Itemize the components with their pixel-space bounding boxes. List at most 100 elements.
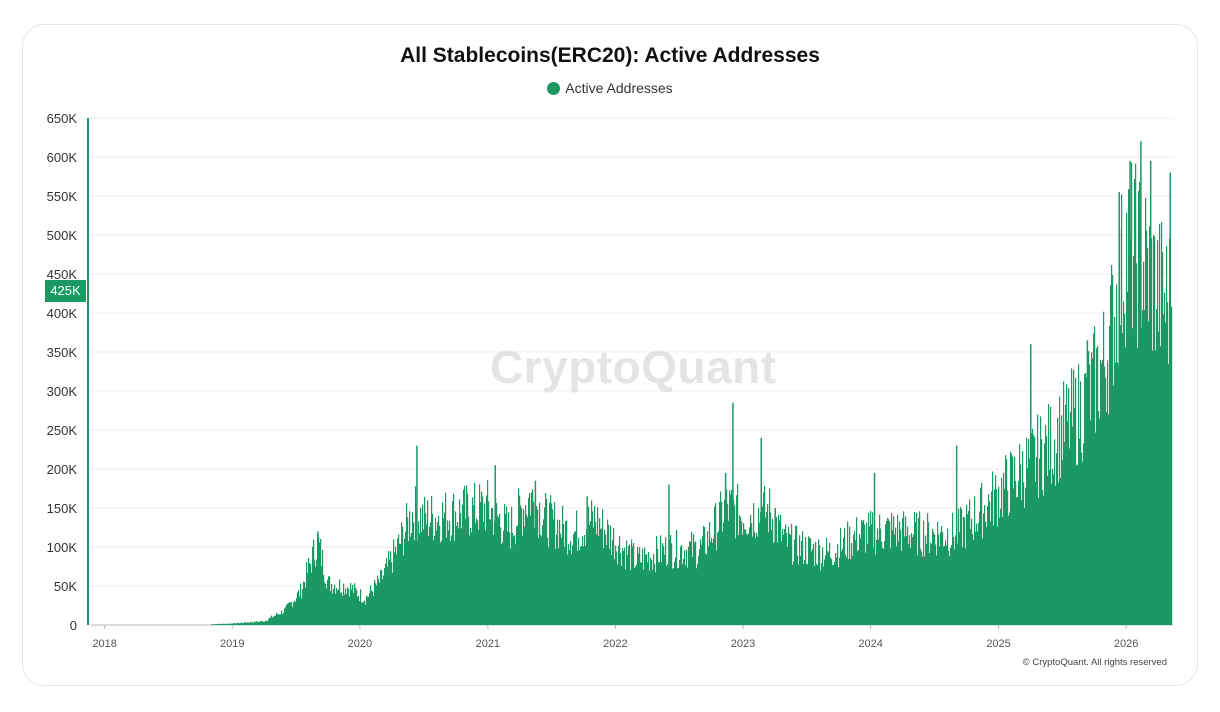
data-bar xyxy=(1102,359,1104,625)
data-bar xyxy=(573,534,575,625)
data-bar xyxy=(932,528,934,625)
data-bar xyxy=(848,559,850,625)
copyright-notice: © CryptoQuant. All rights reserved xyxy=(1022,657,1167,668)
data-bar xyxy=(828,552,830,625)
data-bar xyxy=(832,565,834,625)
data-bar xyxy=(575,531,577,625)
data-bar xyxy=(393,539,395,625)
data-bar xyxy=(491,507,493,625)
data-bar xyxy=(800,555,802,625)
data-bar xyxy=(257,621,259,625)
chart-legend[interactable]: Active Addresses xyxy=(0,80,1220,96)
data-bar xyxy=(537,509,539,625)
data-bar xyxy=(913,534,915,625)
data-bar xyxy=(926,543,928,625)
data-bar xyxy=(520,505,522,625)
data-bar xyxy=(408,541,410,625)
data-bar xyxy=(640,562,642,625)
data-bar xyxy=(869,526,871,625)
data-bar xyxy=(307,572,309,625)
data-bar xyxy=(1163,314,1165,625)
data-bar xyxy=(1077,464,1079,625)
data-bar xyxy=(1092,358,1094,625)
data-bar xyxy=(698,556,700,625)
data-bar xyxy=(459,499,461,625)
data-bar xyxy=(853,534,855,625)
data-bar xyxy=(294,600,296,625)
data-bar xyxy=(855,540,857,625)
data-bar xyxy=(662,543,664,625)
data-bar xyxy=(934,534,936,625)
data-bar xyxy=(323,574,325,625)
data-bar xyxy=(929,553,931,625)
data-bar xyxy=(948,550,950,625)
data-bar xyxy=(717,532,719,625)
data-bar xyxy=(236,623,238,625)
data-bar xyxy=(438,515,440,625)
data-bar xyxy=(389,559,391,625)
data-bar xyxy=(362,602,364,625)
data-bar xyxy=(892,530,894,625)
data-bar xyxy=(897,514,899,625)
data-spike xyxy=(1140,141,1142,625)
data-bar xyxy=(755,538,757,625)
data-bar xyxy=(518,488,520,625)
data-bar xyxy=(435,517,437,625)
data-bar xyxy=(508,512,510,625)
data-bar xyxy=(502,542,504,625)
data-bar xyxy=(249,622,251,625)
data-bar xyxy=(1018,480,1020,625)
data-bar xyxy=(805,537,807,625)
data-bar xyxy=(430,522,432,625)
data-bar xyxy=(583,546,585,625)
data-bar xyxy=(1026,437,1028,625)
data-bar xyxy=(896,546,898,625)
data-bar xyxy=(695,541,697,625)
data-bar xyxy=(1076,465,1078,625)
data-bar xyxy=(678,567,680,625)
data-bar xyxy=(489,518,491,625)
data-spike xyxy=(494,465,496,625)
data-bar xyxy=(422,504,424,625)
data-bar xyxy=(1036,457,1038,625)
data-bar xyxy=(400,543,402,625)
data-bar xyxy=(1057,417,1059,625)
data-bar xyxy=(1079,438,1081,625)
data-bar xyxy=(994,489,996,625)
data-bar xyxy=(809,537,811,625)
data-bar xyxy=(465,518,467,625)
data-bar xyxy=(851,542,853,625)
data-bar xyxy=(627,555,629,625)
data-bar xyxy=(534,528,536,625)
data-bar xyxy=(679,559,681,625)
data-bar xyxy=(1131,162,1133,625)
data-bar xyxy=(1144,309,1146,625)
data-bar xyxy=(217,624,219,625)
data-bar xyxy=(412,512,414,625)
data-bar xyxy=(314,560,316,625)
data-bar xyxy=(542,525,544,625)
data-bar xyxy=(304,581,306,625)
data-bar xyxy=(842,548,844,625)
data-bar xyxy=(901,550,903,625)
data-bar xyxy=(1009,512,1011,625)
data-bar xyxy=(626,540,628,625)
data-bar xyxy=(808,536,810,625)
data-bar xyxy=(594,506,596,625)
data-bar xyxy=(332,593,334,625)
data-bar xyxy=(940,532,942,625)
x-tick-label: 2025 xyxy=(986,638,1010,650)
y-tick-label: 50K xyxy=(54,579,77,594)
data-bar xyxy=(856,517,858,625)
data-bar xyxy=(814,566,816,625)
data-bar xyxy=(529,493,531,625)
data-bar xyxy=(742,534,744,625)
y-tick-label: 100K xyxy=(47,540,78,555)
data-bar xyxy=(787,546,789,625)
data-bar xyxy=(836,557,838,625)
data-bar xyxy=(1061,415,1063,625)
data-bar xyxy=(1168,364,1170,625)
data-bar xyxy=(852,555,854,625)
data-bar xyxy=(707,531,709,625)
